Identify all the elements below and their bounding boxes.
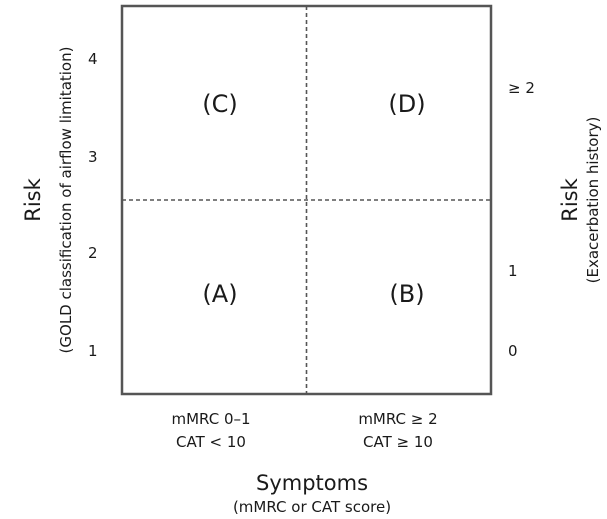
right-category-cat: CAT ≥ 10: [363, 433, 433, 451]
left-tick-1: 1: [88, 342, 98, 360]
left-category-mmrc: mMRC 0–1: [171, 410, 250, 428]
bottom-axis-subtitle: (mMRC or CAT score): [233, 498, 391, 516]
right-axis-subtitle: (Exacerbation history): [584, 117, 602, 284]
right-tick-0: 0: [508, 342, 518, 360]
left-tick-2: 2: [88, 244, 98, 262]
left-tick-4: 4: [88, 50, 98, 68]
right-tick-1: 1: [508, 262, 518, 280]
right-category-mmrc: mMRC ≥ 2: [358, 410, 437, 428]
left-tick-3: 3: [88, 148, 98, 166]
right-axis-title: Risk: [558, 177, 582, 221]
quadrant-d-label: (D): [388, 90, 425, 118]
right-tick-ge2: ≥ 2: [508, 79, 535, 97]
left-axis-subtitle: (GOLD classification of airflow limitati…: [57, 47, 75, 354]
left-axis-title: Risk: [21, 177, 45, 221]
quadrant-a-label: (A): [202, 280, 237, 308]
quadrant-c-label: (C): [202, 90, 237, 118]
bottom-axis-title: Symptoms: [256, 471, 368, 495]
left-category-cat: CAT < 10: [176, 433, 246, 451]
quadrant-b-label: (B): [389, 280, 424, 308]
